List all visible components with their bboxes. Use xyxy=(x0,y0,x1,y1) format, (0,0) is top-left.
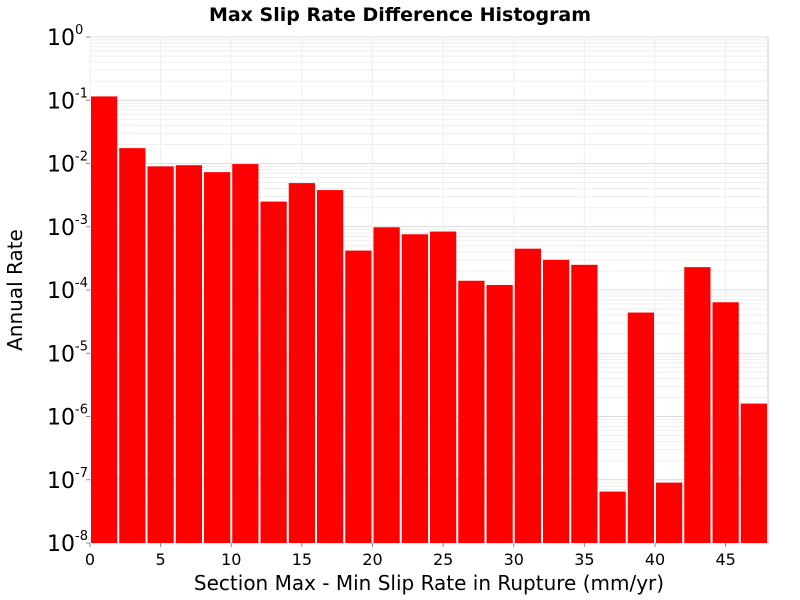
y-tick-base: 10 xyxy=(47,406,75,431)
histogram-bar xyxy=(260,201,287,543)
y-tick-exponent: 0 xyxy=(75,23,83,38)
y-tick-base: 10 xyxy=(47,89,75,114)
histogram-bar xyxy=(458,280,485,543)
y-tick-base: 10 xyxy=(47,532,75,557)
histogram-bar xyxy=(147,166,174,543)
y-tick-label: 10 0 xyxy=(47,23,90,51)
histogram-bar xyxy=(430,231,457,543)
y-tick-base: 10 xyxy=(47,216,75,241)
y-tick-base: 10 xyxy=(47,279,75,304)
x-tick-label: 45 xyxy=(715,550,735,569)
histogram-bar xyxy=(317,190,344,544)
y-tick-label: 10 -4 xyxy=(47,276,90,304)
histogram-bar xyxy=(175,165,202,544)
x-tick-label: 40 xyxy=(645,550,665,569)
y-tick-exponent: -3 xyxy=(75,213,88,228)
y-tick-exponent: -4 xyxy=(75,276,88,291)
x-tick-label: 0 xyxy=(85,550,95,569)
histogram-bar xyxy=(119,148,146,543)
y-tick-base: 10 xyxy=(47,153,75,178)
y-tick-exponent: -1 xyxy=(75,86,88,101)
y-tick-exponent: -6 xyxy=(75,403,88,418)
y-tick-exponent: -7 xyxy=(75,466,88,481)
x-tick-label: 35 xyxy=(574,550,594,569)
y-axis-label: Annual Rate xyxy=(3,229,27,351)
histogram-bar xyxy=(486,284,513,543)
histogram-bar xyxy=(514,248,541,543)
y-tick-label: 10 -3 xyxy=(47,213,90,241)
y-tick-base: 10 xyxy=(47,469,75,494)
bars xyxy=(91,96,767,544)
x-tick-label: 20 xyxy=(362,550,382,569)
y-tick-base: 10 xyxy=(47,342,75,367)
y-tick-exponent: -5 xyxy=(75,339,88,354)
x-tick-label: 10 xyxy=(221,550,241,569)
x-tick-label: 30 xyxy=(504,550,524,569)
y-tick-label: 10 -6 xyxy=(47,403,90,431)
y-tick-label: 10 -5 xyxy=(47,339,90,367)
y-tick-label: 10 -7 xyxy=(47,466,90,494)
histogram-bar xyxy=(599,491,626,543)
x-axis-ticks: 0 5 10 15 20 25 30 35 40 45 xyxy=(85,543,736,569)
histogram-bar xyxy=(627,312,654,543)
histogram-bar xyxy=(91,96,118,543)
x-tick-label: 5 xyxy=(156,550,166,569)
histogram-bar xyxy=(401,234,428,543)
y-tick-label: 10 -8 xyxy=(47,529,90,557)
histogram-bar xyxy=(740,403,767,543)
x-tick-label: 25 xyxy=(433,550,453,569)
histogram-bar xyxy=(684,267,711,543)
histogram-bar xyxy=(373,227,400,544)
x-tick-label: 15 xyxy=(292,550,312,569)
histogram-bar xyxy=(232,164,259,544)
x-axis-label: Section Max - Min Slip Rate in Rupture (… xyxy=(194,571,664,595)
y-tick-label: 10 -2 xyxy=(47,150,90,178)
histogram-bar xyxy=(288,183,315,543)
histogram-bar xyxy=(204,172,231,543)
y-tick-exponent: -2 xyxy=(75,150,88,165)
histogram-bar xyxy=(712,302,739,543)
histogram-bar xyxy=(571,264,598,543)
y-tick-exponent: -8 xyxy=(75,529,88,544)
chart-title: Max Slip Rate Difference Histogram xyxy=(209,4,591,26)
y-tick-label: 10 -1 xyxy=(47,86,90,114)
histogram-bar xyxy=(656,482,683,543)
y-tick-base: 10 xyxy=(47,26,75,51)
histogram-bar xyxy=(543,259,570,543)
histogram-bar xyxy=(345,250,372,544)
